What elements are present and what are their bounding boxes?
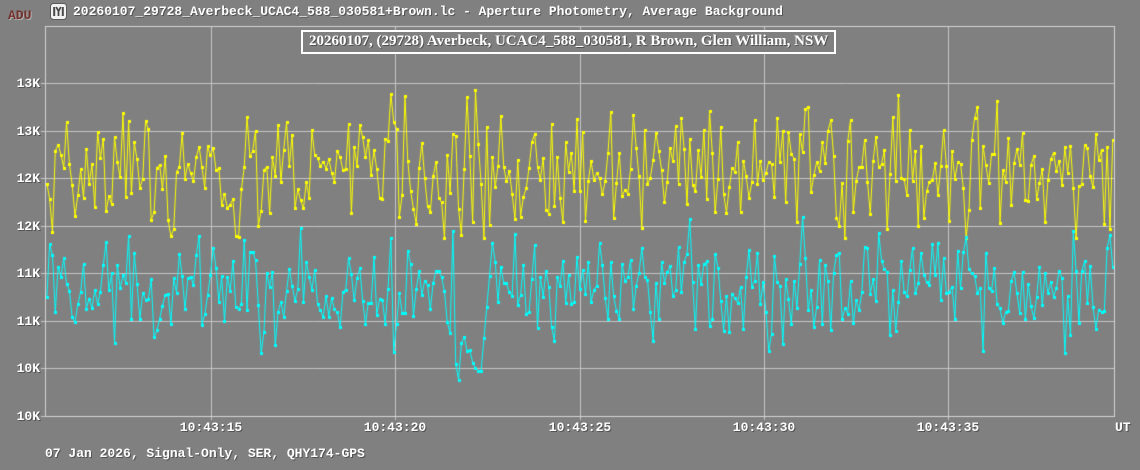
y-tick-label: 10K — [16, 409, 40, 424]
y-tick-label: 12K — [16, 171, 40, 186]
x-tick-label: 10:43:25 — [548, 420, 612, 435]
y-tick-label: 10K — [16, 361, 40, 376]
tangra-iyi-icon — [50, 3, 67, 20]
y-tick-label: 11K — [16, 266, 40, 281]
observation-caption: 07 Jan 2026, Signal-Only, SER, QHY174-GP… — [45, 446, 365, 461]
observation-title-box: 20260107, (29728) Averbeck, UCAC4_588_03… — [301, 30, 837, 54]
y-tick-label: 13K — [16, 76, 40, 91]
window-title: 20260107_29728_Averbeck_UCAC4_588_030581… — [73, 4, 783, 19]
y-axis-unit-label: ADU — [8, 8, 32, 23]
y-tick-label: 12K — [16, 219, 40, 234]
x-tick-label: 10:43:30 — [732, 420, 796, 435]
y-tick-label: 13K — [16, 124, 40, 139]
x-tick-label: 10:43:35 — [916, 420, 980, 435]
x-tick-label: 10:43:20 — [363, 420, 427, 435]
x-axis-unit-label: UT — [1115, 420, 1131, 435]
y-tick-label: 11K — [16, 314, 40, 329]
x-tick-label: 10:43:15 — [179, 420, 243, 435]
